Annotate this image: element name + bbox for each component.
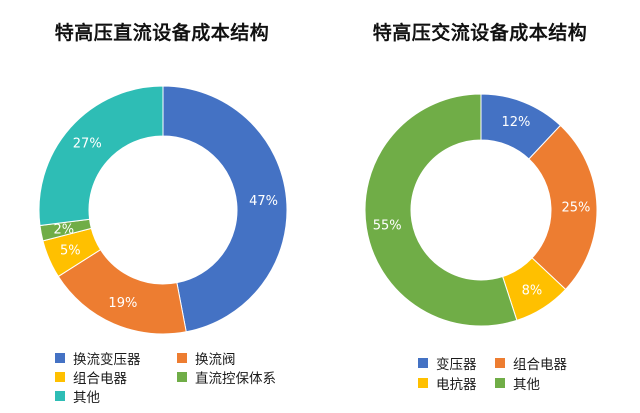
legend-item: 电抗器: [418, 373, 477, 393]
slice-value-label: 5%: [60, 244, 81, 259]
legend-label: 变压器: [436, 357, 477, 373]
donut-slice: [38, 85, 164, 227]
legend-label: 其他: [73, 390, 100, 406]
slice-value-label: 27%: [73, 137, 102, 152]
donut-slice: [364, 93, 518, 327]
legend-item: 换流变压器: [55, 348, 141, 368]
legend-item: 组合电器: [495, 353, 567, 373]
legend-item: 直流控保体系: [177, 367, 276, 387]
slice-value-label: 55%: [373, 218, 402, 233]
legend-swatch: [495, 378, 505, 388]
legend-label: 组合电器: [73, 371, 127, 387]
donut-chart: 47% 19% 5% 2% 27%: [38, 85, 288, 335]
legend-swatch: [495, 358, 505, 368]
donut-slice: [528, 124, 598, 291]
legend-swatch: [418, 358, 428, 368]
legend-swatch: [55, 353, 65, 363]
chart-title: 特高压直流设备成本结构: [54, 22, 270, 44]
slice-value-label: 19%: [108, 296, 137, 311]
legend-item: 其他: [55, 386, 100, 406]
legend-swatch: [418, 378, 428, 388]
legend-item: 换流阀: [177, 348, 236, 368]
slice-value-label: 8%: [522, 284, 543, 299]
legend-swatch: [55, 391, 65, 401]
legend-swatch: [177, 372, 187, 382]
legend-label: 换流变压器: [73, 352, 141, 368]
legend-label: 换流阀: [195, 352, 236, 368]
donut-chart: 12% 25% 8% 55%: [364, 93, 598, 327]
legend-label: 电抗器: [436, 377, 477, 393]
slice-value-label: 2%: [53, 222, 74, 237]
slice-value-label: 47%: [249, 194, 278, 209]
legend-item: 变压器: [418, 353, 477, 373]
chart-title: 特高压交流设备成本结构: [372, 22, 588, 44]
dc-cost-chart-panel: 特高压直流设备成本结构 47% 19% 5% 2% 27% 换流变压器 换流阀 组合电器…: [38, 22, 288, 406]
legend-swatch: [177, 353, 187, 363]
legend-item: 其他: [495, 373, 540, 393]
legend-item: 组合电器: [55, 367, 127, 387]
slice-value-label: 25%: [562, 201, 591, 216]
ac-cost-chart-panel: 特高压交流设备成本结构 12% 25% 8% 55% 变压器 组合电器 电抗器 其他: [320, 0, 640, 413]
legend-label: 组合电器: [513, 357, 567, 373]
legend-label: 其他: [513, 377, 540, 393]
slice-value-label: 12%: [502, 115, 531, 130]
donut-slice: [162, 85, 288, 333]
legend-swatch: [55, 372, 65, 382]
legend-label: 直流控保体系: [195, 371, 276, 387]
